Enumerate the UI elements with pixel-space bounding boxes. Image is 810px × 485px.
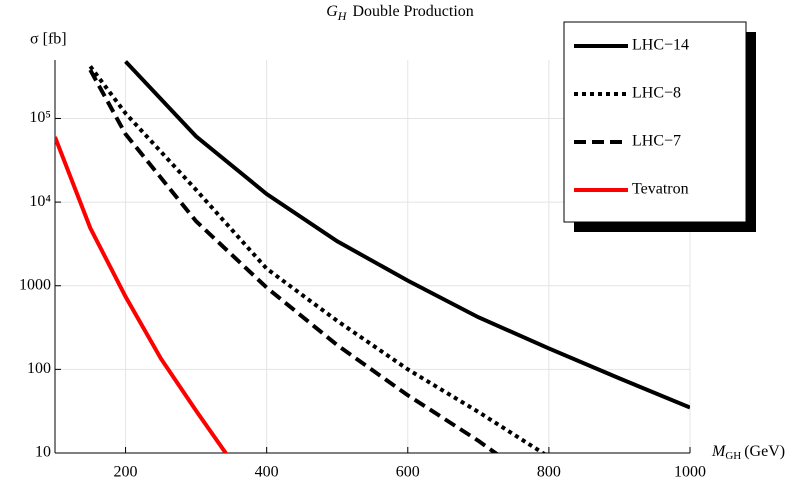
x-axis-label: MGH (GeV) [711,443,785,462]
series-line [88,65,547,453]
x-label-symbol: M [711,443,727,460]
x-label-text: (GeV) [744,443,785,460]
series-line [88,69,499,453]
title-symbol: G [326,3,338,20]
y-tick-label: 10⁵ [29,109,51,126]
series-line [55,136,229,453]
legend-label: LHC−8 [632,85,681,102]
legend-label: LHC−7 [632,133,681,150]
y-axis-label: σ [fb] [30,31,67,48]
x-tick-label: 200 [114,464,138,481]
x-label-sub: GH [725,450,741,462]
legend-label: LHC−14 [632,37,689,54]
x-tick-label: 800 [537,464,561,481]
chart-title: GH Double Production [326,3,474,23]
x-tick-label: 1000 [674,464,706,481]
y-tick-label: 10 [35,444,51,461]
series-line [124,60,690,410]
plot-area [55,60,690,453]
title-text: Double Production [352,3,473,20]
y-tick-label: 10⁴ [29,193,51,210]
x-tick-label: 400 [255,464,279,481]
x-tick-label: 600 [396,464,420,481]
y-tick-label: 100 [27,360,51,377]
y-tick-label: 1000 [19,276,51,293]
legend-label: Tevatron [632,181,689,198]
title-symbol-sub: H [337,9,348,23]
